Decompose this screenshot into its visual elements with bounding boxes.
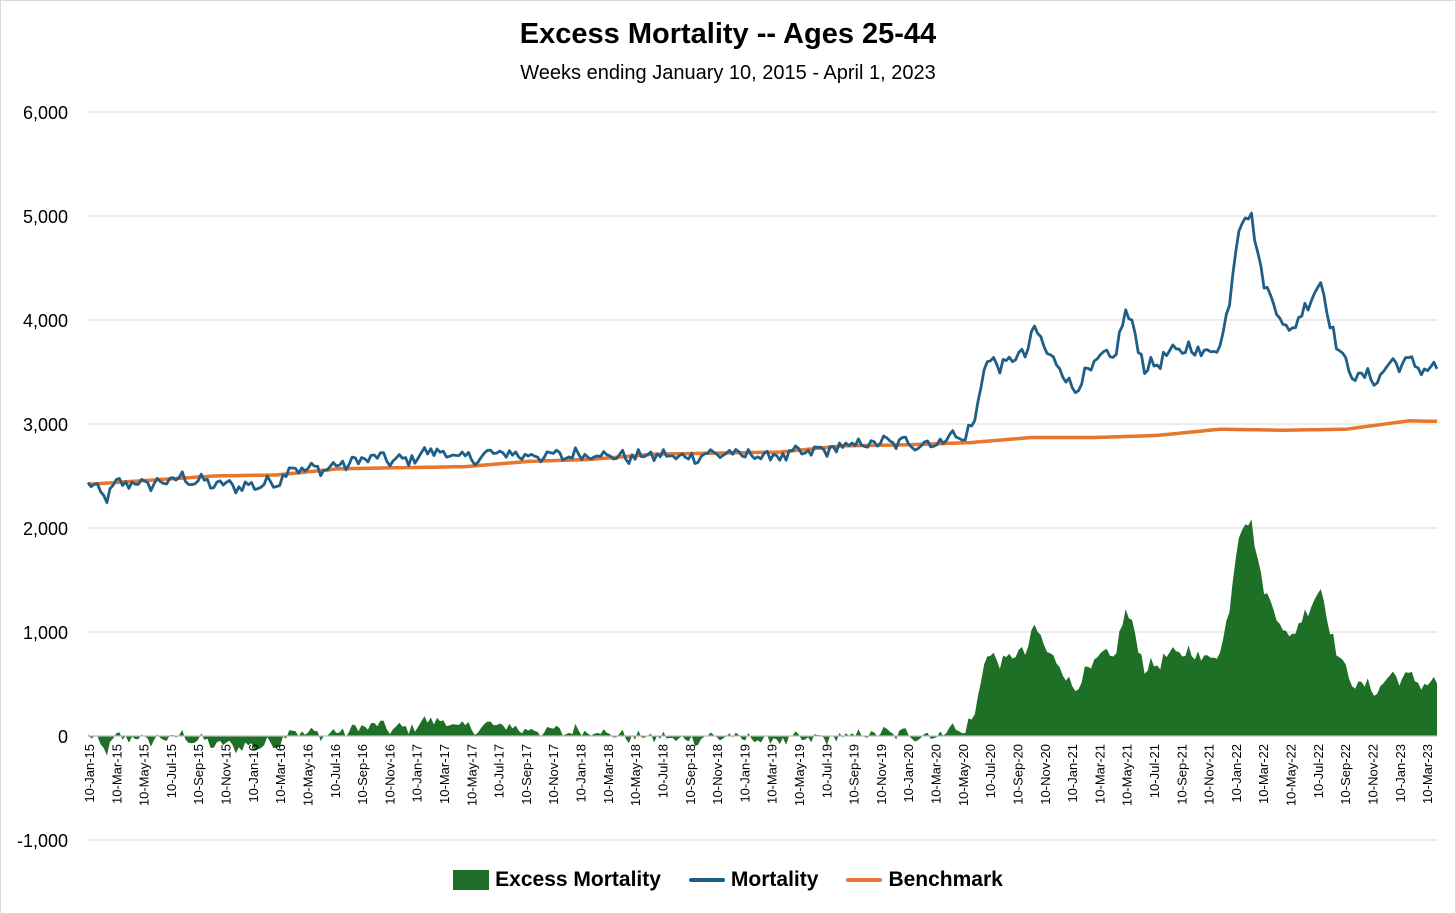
- gridlines: [88, 111, 1437, 841]
- legend-label-mortality: Mortality: [730, 868, 819, 891]
- x-tick-label: 10-Nov-16: [382, 744, 397, 805]
- x-tick-label: 10-Sep-18: [683, 744, 698, 805]
- x-tick-label: 10-May-19: [792, 744, 807, 806]
- x-tick-label: 10-Nov-22: [1366, 744, 1381, 805]
- x-tick-label: 10-Mar-20: [929, 744, 944, 804]
- x-tick-label: 10-Sep-21: [1174, 744, 1189, 805]
- legend-swatch-mortality: [688, 878, 725, 882]
- x-tick-label: 10-Sep-15: [191, 744, 206, 805]
- x-tick-label: 10-Sep-22: [1338, 744, 1353, 805]
- x-tick-label: 10-May-18: [628, 744, 643, 806]
- excess-mortality-series: [88, 519, 1437, 756]
- legend-item-mortality: Mortality: [688, 868, 819, 892]
- legend-item-benchmark: Benchmark: [846, 868, 1003, 892]
- x-tick-label: 10-Jan-15: [82, 744, 97, 803]
- y-tick-label: 2,000: [23, 519, 68, 539]
- legend-swatch-excess: [453, 870, 490, 890]
- x-tick-label: 10-Jan-16: [246, 744, 261, 803]
- x-tick-label: 10-Mar-22: [1256, 744, 1271, 804]
- chart-title: Excess Mortality -- Ages 25-44: [519, 18, 937, 50]
- x-tick-label: 10-Jan-18: [574, 744, 589, 803]
- x-tick-label: 10-Jul-15: [164, 744, 179, 798]
- x-tick-label: 10-Jul-17: [492, 744, 507, 798]
- legend-swatch-benchmark: [846, 878, 883, 882]
- chart-subtitle: Weeks ending January 10, 2015 - April 1,…: [520, 62, 936, 84]
- x-tick-label: 10-Nov-20: [1038, 744, 1053, 805]
- benchmark-series: [87, 419, 1437, 487]
- x-tick-label: 10-Jan-22: [1229, 744, 1244, 803]
- x-tick-label: 10-Sep-17: [519, 744, 534, 805]
- x-tick-label: 10-Sep-16: [355, 744, 370, 805]
- x-tick-label: 10-Jul-16: [328, 744, 343, 798]
- x-tick-label: 10-Nov-18: [710, 744, 725, 805]
- x-tick-label: 10-May-22: [1284, 744, 1299, 806]
- legend-item-excess: Excess Mortality: [453, 868, 661, 892]
- x-tick-label: 10-Nov-19: [874, 744, 889, 805]
- x-tick-label: 10-Jan-19: [737, 744, 752, 803]
- x-tick-label: 10-Jul-18: [656, 744, 671, 798]
- legend-label-benchmark: Benchmark: [888, 868, 1003, 891]
- x-tick-label: 10-Mar-15: [109, 744, 124, 804]
- x-tick-label: 10-Mar-21: [1092, 744, 1107, 804]
- y-tick-label: 0: [58, 727, 68, 747]
- x-tick-label: 10-May-16: [301, 744, 316, 806]
- y-axis-tick-labels: -1,000 0 1,000 2,000 3,000 4,000 5,000 6,000: [17, 103, 68, 851]
- y-tick-label: 6,000: [23, 103, 68, 123]
- x-tick-label: 10-Mar-17: [437, 744, 452, 804]
- y-tick-label: 1,000: [23, 623, 68, 643]
- x-axis-tick-labels: 10-Jan-15 10-Mar-15 10-May-15 10-Jul-15 10-S…: [82, 744, 1435, 806]
- x-tick-label: 10-May-21: [1120, 744, 1135, 806]
- x-tick-label: 10-Jul-21: [1147, 744, 1162, 798]
- y-tick-label: 3,000: [23, 415, 68, 435]
- excess-mortality-area: [88, 519, 1437, 756]
- y-tick-label: -1,000: [17, 831, 68, 851]
- y-tick-label: 5,000: [23, 207, 68, 227]
- x-tick-label: 10-Sep-19: [847, 744, 862, 805]
- x-tick-label: 10-Jul-19: [819, 744, 834, 798]
- x-tick-label: 10-Jan-17: [410, 744, 425, 803]
- legend-label-excess: Excess Mortality: [495, 868, 661, 891]
- x-tick-label: 10-Jul-22: [1311, 744, 1326, 798]
- x-tick-label: 10-Mar-18: [601, 744, 616, 804]
- x-tick-label: 10-Mar-23: [1420, 744, 1435, 804]
- x-tick-label: 10-May-20: [956, 744, 971, 806]
- mortality-series: [86, 211, 1439, 504]
- x-tick-label: 10-Nov-17: [546, 744, 561, 805]
- x-tick-label: 10-May-17: [464, 744, 479, 806]
- x-tick-label: 10-Jan-23: [1393, 744, 1408, 803]
- x-tick-label: 10-Nov-21: [1202, 744, 1217, 805]
- x-tick-label: 10-Nov-15: [219, 744, 234, 805]
- x-tick-label: 10-Jan-21: [1065, 744, 1080, 803]
- benchmark-line: [87, 419, 1437, 487]
- x-tick-label: 10-Mar-16: [273, 744, 288, 804]
- x-tick-label: 10-Sep-20: [1011, 744, 1026, 805]
- x-tick-label: 10-Jul-20: [983, 744, 998, 798]
- y-tick-label: 4,000: [23, 311, 68, 331]
- legend: Excess Mortality Mortality Benchmark: [0, 868, 1456, 892]
- mortality-line: [86, 211, 1439, 504]
- x-tick-label: 10-Jan-20: [901, 744, 916, 803]
- x-tick-label: 10-May-15: [137, 744, 152, 806]
- x-tick-label: 10-Mar-19: [765, 744, 780, 804]
